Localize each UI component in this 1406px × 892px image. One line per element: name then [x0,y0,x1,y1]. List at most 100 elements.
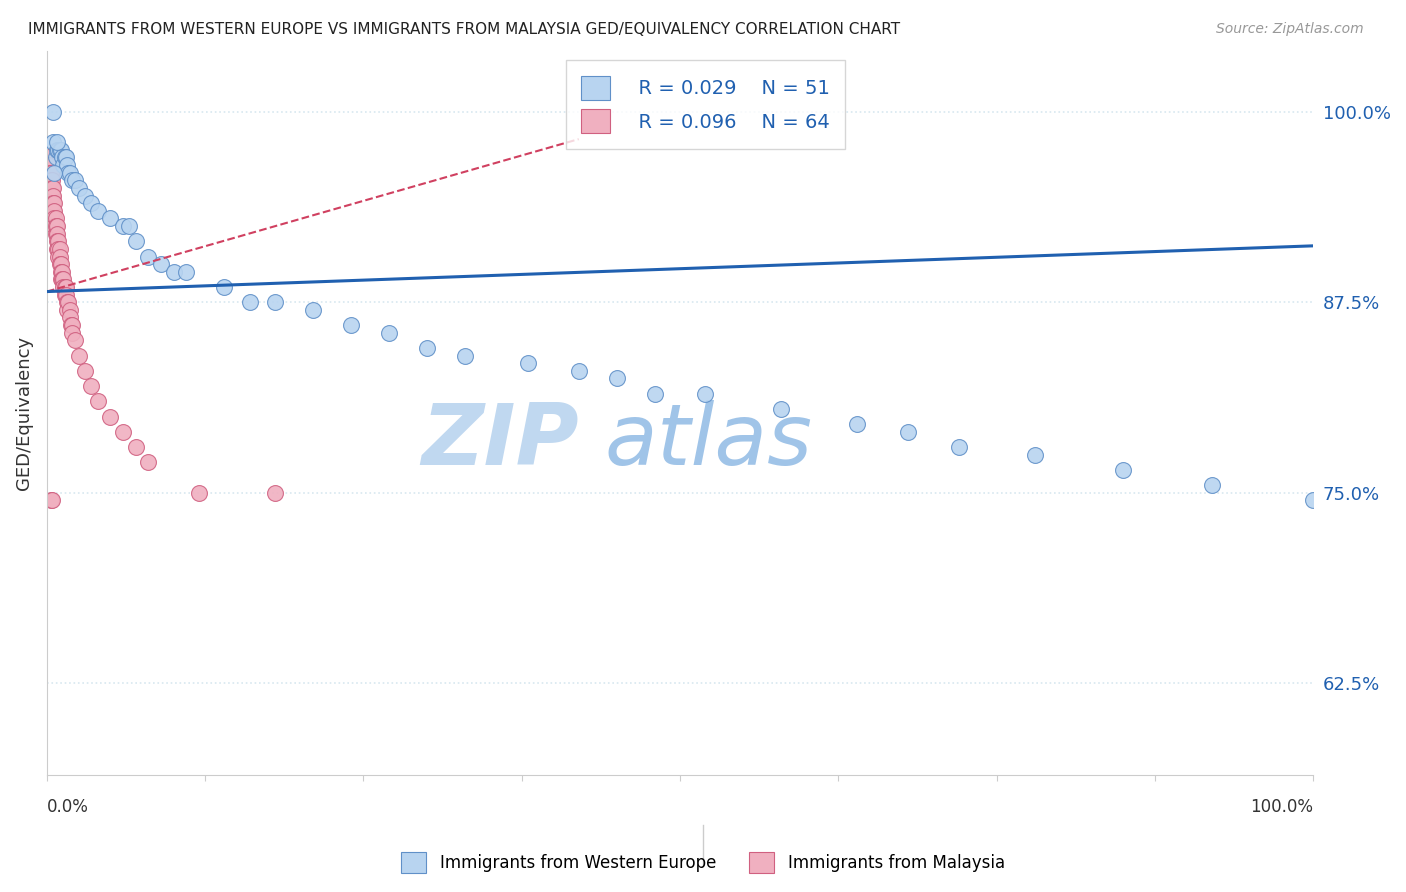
Point [44,219,66,233]
Point [1302,493,1324,508]
Legend:   R = 0.029    N = 51,   R = 0.096    N = 64: R = 0.029 N = 51, R = 0.096 N = 64 [565,61,845,149]
Point [111,219,134,233]
Point [42,188,65,202]
Point [46,143,69,157]
Point [44,166,66,180]
Point [98,409,121,424]
Point [695,386,717,401]
Point [41,493,63,508]
Point [56,158,79,172]
Point [136,250,159,264]
Point [42,196,65,211]
Point [378,326,401,340]
Point [238,295,260,310]
Point [174,265,197,279]
Point [46,242,69,256]
Point [63,334,86,348]
Point [111,425,134,439]
Point [67,349,90,363]
Point [73,364,96,378]
Point [46,242,69,256]
Point [59,318,82,332]
Point [55,287,77,301]
Point [1024,448,1046,462]
Point [52,158,75,172]
Point [60,326,83,340]
Point [59,310,82,325]
Point [49,257,72,271]
Point [41,188,63,202]
Point [48,143,70,157]
Point [80,379,103,393]
Point [39,181,62,195]
Point [56,302,79,317]
Point [644,386,666,401]
Point [48,250,70,264]
Point [39,493,62,508]
Point [517,356,540,370]
Point [38,158,60,172]
Point [53,287,76,301]
Point [41,173,63,187]
Point [45,150,67,164]
Point [56,295,79,310]
Text: 100.0%: 100.0% [1250,797,1313,816]
Point [80,196,103,211]
Point [60,173,83,187]
Point [263,295,285,310]
Text: Source: ZipAtlas.com: Source: ZipAtlas.com [1216,22,1364,37]
Point [44,196,66,211]
Point [60,318,83,332]
Point [301,302,323,317]
Point [46,135,69,149]
Point [1201,478,1223,492]
Point [51,272,73,286]
Point [51,265,73,279]
Point [897,425,920,439]
Point [42,135,65,149]
Point [48,257,70,271]
Point [38,166,60,180]
Text: 0.0%: 0.0% [46,797,89,816]
Point [63,173,86,187]
Y-axis label: GED/Equivalency: GED/Equivalency [15,335,32,490]
Point [67,181,90,195]
Point [98,211,121,226]
Point [58,295,80,310]
Point [162,265,184,279]
Point [568,364,591,378]
Point [46,227,69,241]
Point [49,265,72,279]
Point [49,272,72,286]
Point [48,242,70,256]
Point [454,349,477,363]
Point [118,219,141,233]
Point [46,250,69,264]
Point [59,302,82,317]
Point [44,211,66,226]
Point [41,181,63,195]
Point [44,203,66,218]
Point [212,280,235,294]
Point [149,257,172,271]
Point [52,280,75,294]
Point [46,143,69,157]
Point [124,234,146,248]
Point [46,219,69,233]
Point [53,280,76,294]
Point [42,203,65,218]
Point [45,227,67,241]
Point [59,166,82,180]
Point [58,166,80,180]
Point [86,394,108,409]
Point [606,371,628,385]
Point [46,234,69,248]
Point [37,150,59,164]
Point [37,158,59,172]
Text: ZIP: ZIP [422,401,579,483]
Point [86,203,108,218]
Point [340,318,363,332]
Point [263,485,285,500]
Point [416,341,439,355]
Point [51,150,73,164]
